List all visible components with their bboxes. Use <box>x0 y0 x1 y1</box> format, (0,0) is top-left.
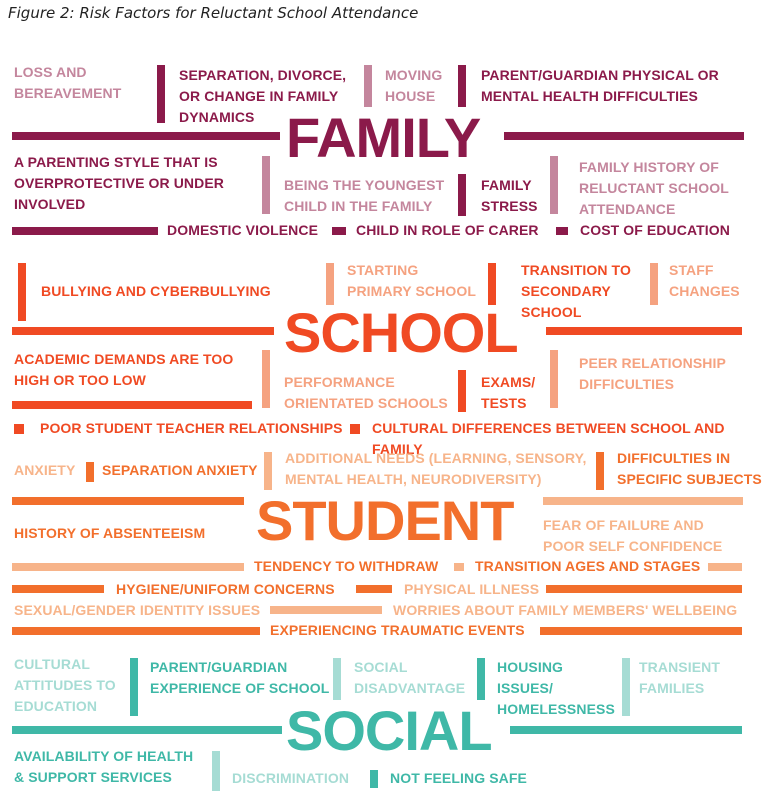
divider-bar <box>12 227 158 235</box>
divider-bar <box>333 658 341 700</box>
divider-bar <box>130 658 138 716</box>
divider-bar <box>264 452 272 490</box>
divider-bar <box>364 65 372 107</box>
divider-bar <box>350 424 360 434</box>
divider-bar <box>12 401 252 409</box>
student-item-fear-failure: FEAR OF FAILURE AND POOR SELF CONFIDENCE <box>543 517 723 554</box>
student-heading: STUDENT <box>256 489 514 552</box>
student-item-physical-illness: PHYSICAL ILLNESS <box>404 581 540 597</box>
figure-title: Figure 2: Risk Factors for Reluctant Sch… <box>8 4 419 22</box>
divider-bar <box>477 658 485 700</box>
student-item-withdraw: TENDENCY TO WITHDRAW <box>254 558 439 574</box>
student-item-history-absenteeism: HISTORY OF ABSENTEEISM <box>14 525 206 541</box>
heading-rule-right <box>543 497 743 505</box>
school-item-staff-changes: STAFF CHANGES <box>669 262 740 299</box>
student-item-identity: SEXUAL/GENDER IDENTITY ISSUES <box>14 602 261 618</box>
heading-rule-left <box>12 132 280 140</box>
divider-bar <box>454 563 464 571</box>
family-item-cost-education: COST OF EDUCATION <box>580 222 730 238</box>
family-item-domestic-violence: DOMESTIC VIOLENCE <box>167 222 319 238</box>
divider-bar <box>157 65 165 123</box>
divider-bar <box>622 658 630 716</box>
heading-rule-left <box>12 327 274 335</box>
divider-bar <box>556 227 568 235</box>
school-item-transition-secondary: TRANSITION TO SECONDARY SCHOOL <box>521 262 631 320</box>
school-item-performance-schools: PERFORMANCE ORIENTATED SCHOOLS <box>284 374 448 411</box>
school-item-cultural-differences: CULTURAL DIFFERENCES BETWEEN SCHOOL AND … <box>372 420 725 457</box>
divider-bar <box>650 263 658 305</box>
student-item-transition-ages: TRANSITION AGES AND STAGES <box>475 558 701 574</box>
divider-bar <box>458 65 466 107</box>
divider-bar <box>370 770 378 788</box>
school-item-bullying: BULLYING AND CYBERBULLYING <box>41 283 271 299</box>
divider-bar <box>262 350 270 408</box>
social-item-parent-experience: PARENT/GUARDIAN EXPERIENCE OF SCHOOL <box>150 659 330 696</box>
student-item-worries-family: WORRIES ABOUT FAMILY MEMBERS' WELLBEING <box>393 602 738 618</box>
school-heading: SCHOOL <box>284 301 519 364</box>
social-item-health-services: AVAILABILITY OF HEALTH & SUPPORT SERVICE… <box>14 748 194 785</box>
divider-bar <box>270 606 382 614</box>
student-item-traumatic-events: EXPERIENCING TRAUMATIC EVENTS <box>270 622 525 638</box>
family-item-parenting-style: A PARENTING STYLE THAT IS OVERPROTECTIVE… <box>14 154 224 212</box>
divider-bar <box>332 227 346 235</box>
divider-bar <box>12 585 104 593</box>
divider-bar <box>86 462 94 482</box>
family-heading: FAMILY <box>286 106 481 169</box>
social-item-housing: HOUSING ISSUES/ HOMELESSNESS <box>497 659 615 717</box>
family-item-moving-house: MOVING HOUSE <box>385 67 443 104</box>
school-item-exams: EXAMS/ TESTS <box>481 374 536 411</box>
heading-rule-right <box>504 132 744 140</box>
divider-bar <box>12 563 244 571</box>
divider-bar <box>458 370 466 412</box>
family-item-family-history: FAMILY HISTORY OF RELUCTANT SCHOOL ATTEN… <box>579 159 729 217</box>
divider-bar <box>550 350 558 408</box>
school-item-academic-demands: ACADEMIC DEMANDS ARE TOO HIGH OR TOO LOW <box>14 351 234 388</box>
heading-rule-left <box>12 726 282 734</box>
family-item-separation-divorce: SEPARATION, DIVORCE, OR CHANGE IN FAMILY… <box>179 67 347 125</box>
student-item-additional-needs: ADDITIONAL NEEDS (LEARNING, SENSORY, MEN… <box>285 450 587 487</box>
family-item-youngest-child: BEING THE YOUNGEST CHILD IN THE FAMILY <box>284 177 445 214</box>
student-item-difficulties-subjects: DIFFICULTIES IN SPECIFIC SUBJECTS <box>617 450 762 487</box>
divider-bar <box>708 563 742 571</box>
divider-bar <box>262 156 270 214</box>
divider-bar <box>458 174 466 216</box>
divider-bar <box>356 585 392 593</box>
social-heading: SOCIAL <box>286 699 493 762</box>
student-item-anxiety: ANXIETY <box>14 462 76 478</box>
divider-bar <box>546 585 742 593</box>
family-item-child-carer: CHILD IN ROLE OF CARER <box>356 222 539 238</box>
student-item-hygiene: HYGIENE/UNIFORM CONCERNS <box>116 581 335 597</box>
social-item-cultural-attitudes: CULTURAL ATTITUDES TO EDUCATION <box>14 656 116 714</box>
social-item-social-disadvantage: SOCIAL DISADVANTAGE <box>354 659 466 696</box>
school-item-poor-relationships: POOR STUDENT TEACHER RELATIONSHIPS <box>40 420 343 436</box>
divider-bar <box>550 156 558 214</box>
divider-bar <box>488 263 496 305</box>
divider-bar <box>540 627 742 635</box>
heading-rule-left <box>12 497 244 505</box>
school-item-starting-primary: STARTING PRIMARY SCHOOL <box>347 262 476 299</box>
family-item-family-stress: FAMILY STRESS <box>481 177 538 214</box>
divider-bar <box>12 627 260 635</box>
heading-rule-right <box>510 726 742 734</box>
divider-bar <box>14 424 24 434</box>
heading-rule-right <box>546 327 742 335</box>
school-item-peer-relationship: PEER RELATIONSHIP DIFFICULTIES <box>579 355 726 392</box>
social-item-discrimination: DISCRIMINATION <box>232 770 350 786</box>
family-item-loss-bereavement: LOSS AND BEREAVEMENT <box>14 64 122 101</box>
divider-bar <box>212 751 220 791</box>
student-item-separation-anxiety: SEPARATION ANXIETY <box>102 462 258 478</box>
divider-bar <box>326 263 334 305</box>
divider-bar <box>596 452 604 490</box>
social-item-not-feeling-safe: NOT FEELING SAFE <box>390 770 527 786</box>
divider-bar <box>18 263 26 321</box>
social-item-transient-families: TRANSIENT FAMILIES <box>639 659 721 696</box>
family-item-parent-health: PARENT/GUARDIAN PHYSICAL OR MENTAL HEALT… <box>481 67 719 104</box>
